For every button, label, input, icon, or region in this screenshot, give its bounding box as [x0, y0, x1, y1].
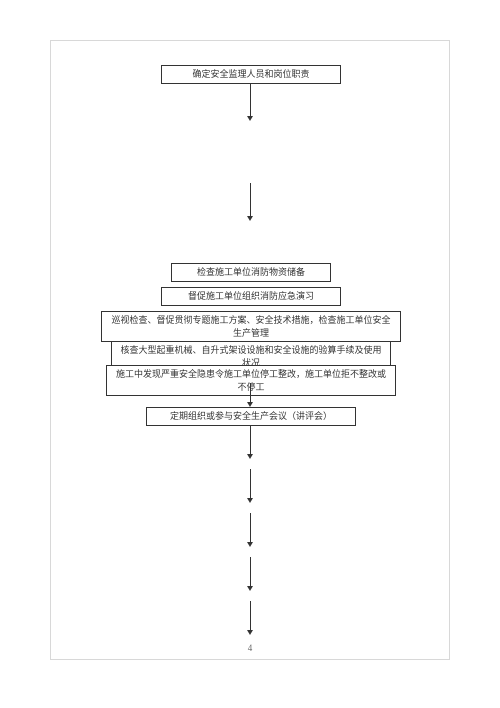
flowchart-node: 巡视检查、督促贯彻专题施工方案、安全技术措施，检查施工单位安全生产管理: [101, 311, 401, 342]
document-page: 确定安全监理人员和岗位职责检查施工单位消防物资储备督促施工单位组织消防应急演习巡…: [50, 40, 450, 660]
flowchart-node: 确定安全监理人员和岗位职责: [161, 65, 341, 84]
flowchart-node: 定期组织或参与安全生产会议（讲评会）: [146, 407, 356, 426]
flowchart-node: 施工中发现严重安全隐患令施工单位停工整改，施工单位拒不整改或不停工: [106, 365, 396, 396]
flowchart-container: 确定安全监理人员和岗位职责检查施工单位消防物资储备督促施工单位组织消防应急演习巡…: [51, 41, 449, 659]
page-number: 4: [248, 643, 253, 653]
flowchart-node: 检查施工单位消防物资储备: [171, 263, 331, 282]
flowchart-node: 督促施工单位组织消防应急演习: [161, 287, 341, 306]
